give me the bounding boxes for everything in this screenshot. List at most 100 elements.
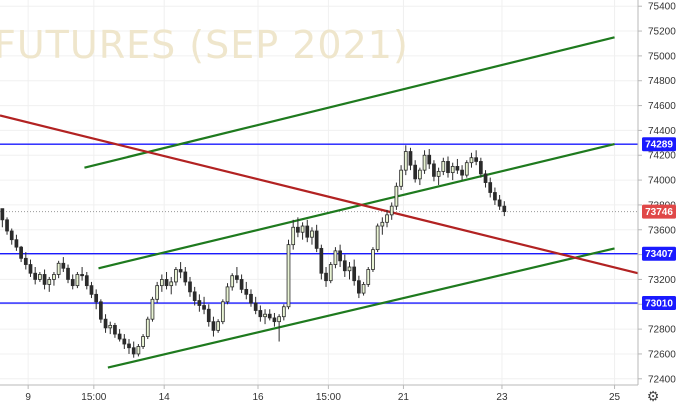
candle-body (291, 226, 296, 246)
price-tick-label: 75000 (648, 51, 676, 62)
candle-body (253, 302, 258, 311)
candle-body (155, 285, 160, 300)
trend-lines (0, 36, 639, 369)
candle-body (206, 308, 211, 323)
price-tick-label: 73200 (648, 275, 676, 286)
candle-body (216, 321, 220, 331)
price-tick-label: 75400 (648, 2, 676, 13)
candle-body (310, 230, 314, 238)
candle-body (277, 316, 281, 323)
candle-body (408, 151, 413, 166)
candle-body (446, 161, 450, 174)
price-tick-label: 72800 (648, 325, 676, 336)
candle-body (220, 301, 225, 323)
candle-body (188, 281, 192, 293)
candle-body (33, 272, 38, 280)
trend-line (107, 247, 615, 369)
candle-body (70, 279, 75, 287)
gear-icon[interactable]: ⚙ (647, 389, 660, 405)
candle-body (113, 324, 117, 335)
price-axis-level-labels: 74289 73407 73010 73746 (642, 137, 676, 311)
candle-body (474, 157, 479, 162)
candle-body (164, 279, 169, 287)
candle-body (352, 266, 357, 282)
candle-body (14, 239, 19, 248)
candle-body (9, 230, 14, 241)
candle-body (131, 347, 136, 355)
candle-body (357, 280, 361, 294)
candle-body (502, 205, 507, 213)
candle-body (483, 173, 488, 183)
candle-body (169, 281, 174, 287)
candle-body (460, 169, 464, 176)
price-level-label: 73407 (645, 249, 673, 260)
candle-body (192, 291, 197, 301)
candle-body (267, 313, 272, 319)
candle-body (249, 293, 253, 304)
candle-body (56, 262, 61, 275)
candle-body (136, 346, 141, 355)
price-level-label: 73746 (645, 207, 673, 218)
price-tick-label: 74000 (648, 176, 676, 187)
candle-body (361, 284, 366, 294)
candle-body (422, 154, 427, 171)
price-label-bg (642, 204, 676, 219)
candle-body (328, 264, 333, 282)
price-tick-label: 74800 (648, 76, 676, 87)
candle-body (28, 264, 33, 274)
candle-body (108, 324, 113, 329)
price-level-label: 73010 (645, 299, 673, 310)
candle-body (281, 306, 286, 318)
trend-line (84, 36, 615, 169)
candle-body (469, 157, 474, 164)
time-tick-label: 21 (398, 392, 410, 403)
candle-body (103, 318, 108, 329)
candle-body (385, 214, 389, 223)
candle-body (272, 317, 277, 323)
candle-body (145, 318, 150, 337)
candle-body (122, 338, 127, 345)
candle-body (0, 208, 5, 221)
candle-body (478, 161, 483, 175)
price-label-bg (642, 296, 676, 311)
price-tick-label: 75200 (648, 27, 676, 38)
candle-body (286, 244, 291, 308)
price-axis-ticks: 75400 75200 75000 74800 74600 74400 74200 74000… (638, 2, 676, 385)
price-label-bg (642, 246, 676, 261)
candle-body (296, 226, 300, 233)
candle-body (324, 272, 328, 282)
candle-body (380, 221, 385, 227)
candle-body (23, 257, 28, 265)
time-tick-label: 14 (159, 392, 171, 403)
candle-body (117, 333, 122, 340)
candle-body (389, 205, 394, 216)
candle-body (347, 266, 352, 272)
time-tick-label: 9 (25, 392, 31, 403)
price-label-bg (642, 137, 676, 152)
candle-body (47, 279, 52, 285)
candle-body (455, 166, 460, 171)
candle-body (441, 161, 446, 172)
candle-body (5, 219, 9, 232)
candle-body (89, 285, 94, 295)
candle-body (371, 249, 375, 270)
candle-body (61, 262, 66, 269)
candle-body (159, 279, 164, 287)
candle-body (127, 343, 131, 349)
candle-body (418, 169, 422, 180)
candle-body (230, 275, 235, 288)
candle-body (258, 310, 263, 318)
candle-body (394, 185, 399, 207)
candle-body (75, 274, 80, 287)
time-tick-label: 23 (496, 392, 508, 403)
trend-line (0, 114, 639, 275)
candle-body (263, 313, 267, 318)
candle-body (19, 246, 23, 259)
price-tick-label: 73600 (648, 225, 676, 236)
candle-body (333, 250, 338, 265)
price-level-label: 74289 (645, 140, 673, 151)
candle-body (432, 163, 436, 177)
candle-body (141, 336, 145, 347)
candle-body (305, 225, 310, 238)
